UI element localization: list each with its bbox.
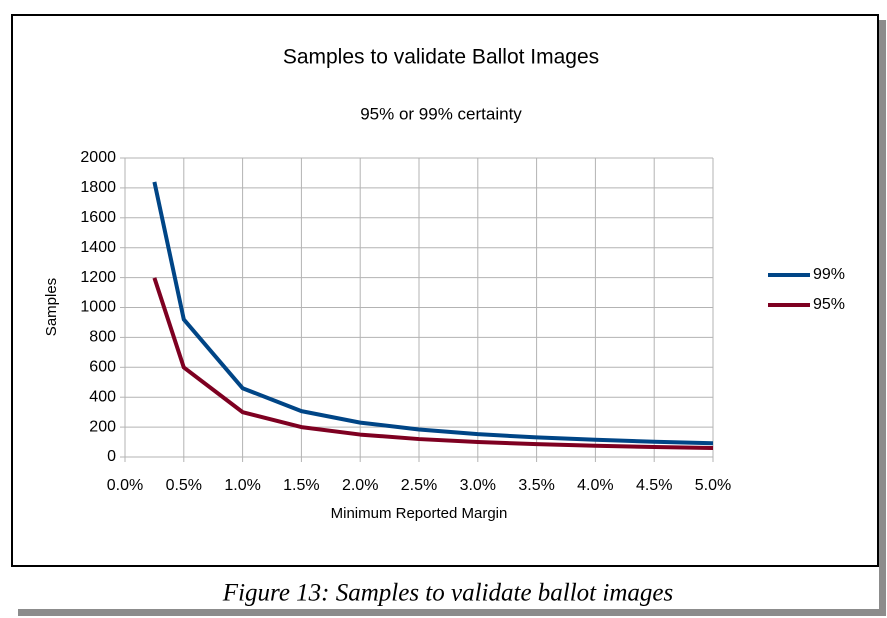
y-tick-label: 200 [89,418,116,435]
x-tick-label: 1.0% [224,477,260,494]
x-tick-label: 3.0% [460,477,496,494]
figure-caption: Figure 13: Samples to validate ballot im… [222,580,673,607]
y-tick-label: 600 [89,359,116,376]
x-tick-label: 2.5% [401,477,437,494]
x-tick-label: 5.0% [695,477,731,494]
y-axis-label: Samples [43,278,60,336]
x-axis-label: Minimum Reported Margin [331,505,508,522]
x-tick-label: 0.0% [107,477,143,494]
x-tick-label: 3.5% [518,477,554,494]
chart-frame [11,14,879,567]
x-tick-label: 4.5% [636,477,672,494]
data-line [152,277,714,451]
chart-title: Samples to validate Ballot Images [283,46,599,69]
x-tick-label: 2.0% [342,477,378,494]
y-tick-label: 1600 [80,209,116,226]
x-tick-label: 4.0% [577,477,613,494]
y-tick-label: 800 [89,329,116,346]
data-line [152,181,714,446]
y-tick-label: 400 [89,388,116,405]
x-tick-label: 0.5% [166,477,202,494]
legend-label: 95% [813,296,845,313]
y-tick-label: 0 [107,448,116,465]
y-tick-label: 1200 [80,269,116,286]
frame-shadow [18,609,886,616]
frame-shadow [879,20,886,616]
y-tick-label: 1400 [80,239,116,256]
y-tick-label: 1000 [80,299,116,316]
y-tick-label: 1800 [80,179,116,196]
chart-subtitle: 95% or 99% certainty [360,104,522,123]
x-tick-label: 1.5% [283,477,319,494]
y-tick-label: 2000 [80,149,116,166]
legend-label: 99% [813,266,845,283]
